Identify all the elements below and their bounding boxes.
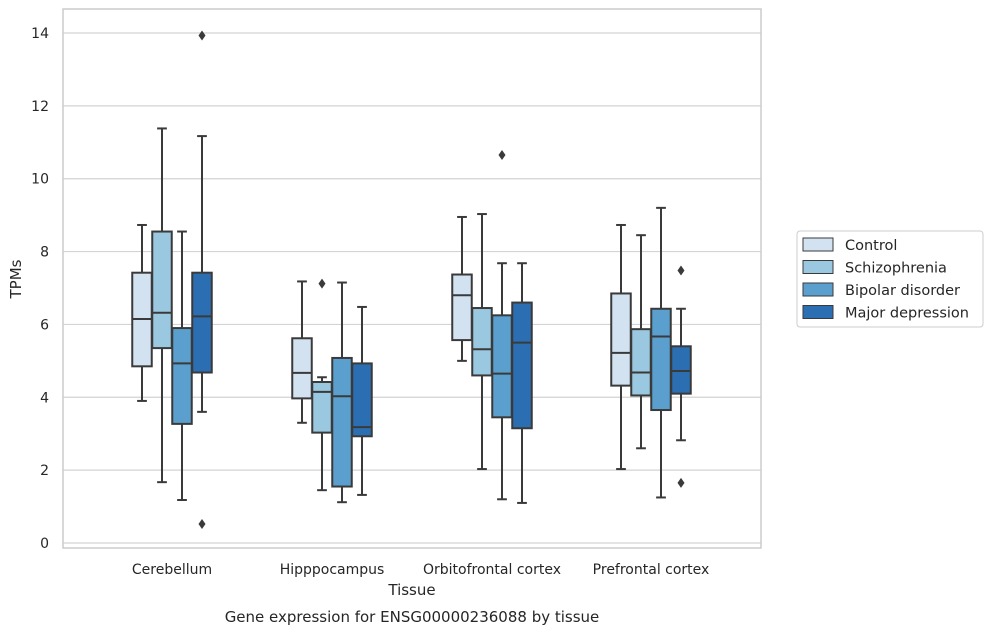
- box-iqr: [151, 230, 173, 350]
- box-iqr: [191, 271, 213, 374]
- box-iqr: [491, 314, 513, 419]
- legend-items: Control Schizophrenia Bipolar disorder Majo…: [802, 237, 969, 322]
- box-series-layer: [131, 30, 692, 530]
- box-element: [610, 223, 632, 471]
- box-iqr: [171, 327, 193, 425]
- y-tick-label: 6: [40, 317, 49, 333]
- series-major-depression: [191, 30, 692, 530]
- box-iqr: [291, 337, 313, 400]
- y-tick-label: 0: [40, 536, 49, 552]
- outlier-point: [677, 477, 685, 488]
- outlier-point: [498, 150, 506, 161]
- outlier-point: [198, 30, 206, 41]
- y-tick-label: 2: [40, 463, 49, 479]
- y-tick-label: 8: [40, 245, 49, 261]
- x-tick-label: Hipppocampus: [280, 562, 385, 578]
- chart-caption: Gene expression for ENSG00000236088 by t…: [225, 608, 600, 626]
- y-tick-label: 10: [31, 172, 49, 188]
- legend-label: Bipolar disorder: [845, 283, 960, 299]
- outlier-point: [318, 278, 326, 289]
- legend: Control Schizophrenia Bipolar disorder Majo…: [796, 230, 984, 328]
- x-tick-labels: Cerebellum Hipppocampus Orbitofrontal cort…: [132, 562, 709, 578]
- legend-swatch: [802, 305, 834, 319]
- box-iqr: [311, 380, 333, 434]
- box-iqr: [650, 307, 672, 412]
- plot-frame: [62, 8, 762, 549]
- box-element: [311, 278, 333, 492]
- legend-swatch: [802, 260, 834, 274]
- y-axis-label: TPMs: [7, 259, 25, 299]
- y-tick-labels: 0 2 4 6 8 10 12 14: [31, 26, 49, 552]
- box-element: [131, 223, 153, 402]
- y-tick-label: 12: [31, 99, 49, 115]
- box-iqr: [471, 307, 493, 377]
- box-element: [511, 262, 533, 504]
- legend-frame: [796, 230, 984, 328]
- box-element: [650, 206, 672, 499]
- box-element: [151, 127, 173, 484]
- x-tick-label: Orbitofrontal cortex: [423, 562, 561, 578]
- box-iqr: [610, 292, 632, 387]
- outlier-point: [198, 519, 206, 530]
- box-iqr: [511, 301, 533, 430]
- box-iqr: [670, 345, 692, 395]
- box-element: [630, 234, 652, 450]
- legend-swatch: [802, 282, 834, 297]
- x-tick-label: Prefrontal cortex: [593, 562, 710, 578]
- legend-label: Control: [845, 238, 897, 254]
- outlier-point: [677, 265, 685, 276]
- x-axis-label: Tissue: [387, 581, 435, 599]
- y-tick-label: 4: [40, 390, 49, 406]
- y-tick-label: 14: [31, 26, 49, 42]
- box-iqr: [331, 356, 353, 488]
- box-iqr: [451, 273, 473, 342]
- box-element: [351, 305, 373, 496]
- box-element: [171, 230, 193, 502]
- series-control: [131, 215, 632, 471]
- series-schizophrenia: [151, 127, 652, 492]
- legend-label: Major depression: [845, 306, 969, 322]
- series-bipolar-disorder: [171, 150, 672, 504]
- box-element: [491, 150, 513, 501]
- legend-swatch: [802, 237, 834, 252]
- box-element: [291, 280, 313, 424]
- box-iqr: [630, 328, 652, 397]
- box-iqr: [351, 362, 373, 438]
- x-tick-label: Cerebellum: [132, 562, 212, 578]
- legend-label: Schizophrenia: [845, 261, 947, 277]
- box-element: [451, 215, 473, 362]
- box-element: [191, 30, 213, 530]
- box-element: [670, 265, 692, 488]
